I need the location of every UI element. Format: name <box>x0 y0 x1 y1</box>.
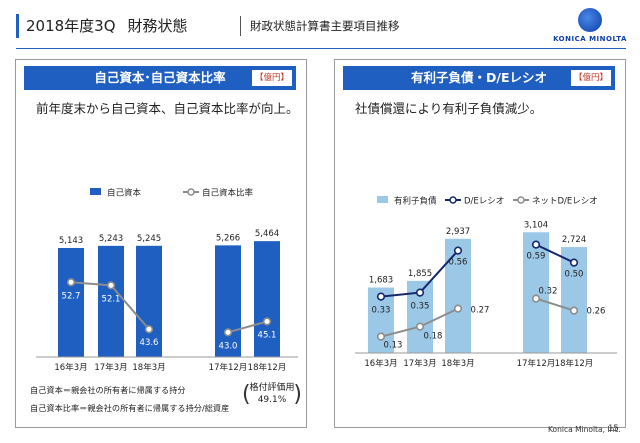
series-line <box>535 243 575 264</box>
legend-swatch-marker <box>517 196 525 204</box>
company-logo: KONICA MINOLTA <box>548 8 632 50</box>
point-value-label: 0.18 <box>424 332 443 342</box>
point-value-label: 0.59 <box>527 252 546 262</box>
series-point <box>453 246 463 255</box>
series-point <box>531 240 541 249</box>
legend-swatch-bar <box>90 188 101 195</box>
series-point <box>66 278 76 287</box>
legend-label: D/Eレシオ <box>464 197 504 207</box>
bar-value-label: 5,243 <box>99 234 123 244</box>
point-value-label: 0.56 <box>449 258 468 268</box>
logo-globe-icon <box>578 8 602 32</box>
bar-value-label: 3,104 <box>524 220 548 230</box>
point-value-label: 52.1 <box>102 294 121 304</box>
bar-3 <box>523 232 549 353</box>
bar-value-label: 1,855 <box>408 269 432 279</box>
bar-1 <box>98 245 124 357</box>
logo-text: KONICA MINOLTA <box>553 35 627 43</box>
header-rule <box>16 48 626 49</box>
point-value-label: 43.0 <box>219 341 238 351</box>
panel-title-bar: 有利子負債・D/Eレシオ 【億円】 <box>343 66 615 90</box>
legend-label: ネットD/Eレシオ <box>532 197 598 207</box>
legend-swatch-bar <box>377 196 388 203</box>
series-point <box>569 258 579 267</box>
x-tick-label: 18年12月 <box>248 362 287 373</box>
x-tick-label: 18年3月 <box>132 362 165 373</box>
page-title: 2018年度3Q 財務状態 <box>26 17 188 35</box>
legend-label: 自己資本 <box>107 188 142 199</box>
series-point <box>415 322 425 331</box>
footer-company: Konica Minolta, Inc. <box>548 425 621 434</box>
legend-label: 自己資本比率 <box>202 188 254 199</box>
series-point <box>531 294 541 303</box>
series-point <box>262 317 272 326</box>
x-tick-label: 16年3月 <box>364 358 397 369</box>
bar-value-label: 5,266 <box>216 233 240 243</box>
x-tick-label: 17年12月 <box>517 358 556 369</box>
series-point <box>223 328 233 337</box>
legend-swatch-marker <box>449 196 457 204</box>
series-point <box>144 325 154 334</box>
equity-chart: 自己資本 自己資本比率 5,143 16年3月 5,243 17年3月 5,245 18年3月… <box>36 188 298 373</box>
point-value-label: 0.33 <box>372 306 391 316</box>
point-value-label: 0.35 <box>411 302 430 312</box>
x-tick-label: 18年3月 <box>441 358 474 369</box>
rating-value: 49.1% <box>257 395 287 405</box>
header-separator <box>240 16 241 36</box>
legend-label: 有利子負債 <box>394 196 437 207</box>
point-value-label: 0.32 <box>539 287 558 297</box>
bar-4 <box>254 241 280 357</box>
page-number: 15 <box>608 424 619 434</box>
bar-value-label: 2,937 <box>446 227 470 237</box>
rating-box: ( 格付評価用 49.1% ) <box>242 382 302 406</box>
x-tick-label: 16年3月 <box>54 362 87 373</box>
unit-label: 【億円】 <box>570 70 611 86</box>
series-point <box>376 332 386 341</box>
debt-panel: 有利子負債・D/Eレシオ 【億円】 社債償還により有利子負債減少。 有利子負債 D… <box>334 59 626 428</box>
note-ratio-definition: 自己資本比率＝親会社の所有者に帰属する持分/総資産 <box>30 403 230 413</box>
series-point <box>569 306 579 315</box>
bar-2 <box>136 245 162 357</box>
x-tick-label: 17年3月 <box>94 362 127 373</box>
bar-3 <box>215 245 241 357</box>
series-line <box>535 297 575 312</box>
bracket-left: ( <box>242 382 251 407</box>
debt-chart: 有利子負債 D/Eレシオ ネットD/Eレシオ 1,683 16年3月 1,855 17年3月… <box>355 196 617 369</box>
series-line <box>227 320 268 334</box>
series-point <box>376 292 386 301</box>
bar-value-label: 1,683 <box>369 276 393 286</box>
bar-value-label: 5,143 <box>59 236 83 246</box>
bar-value-label: 5,464 <box>255 229 279 239</box>
bar-value-label: 2,724 <box>562 235 586 245</box>
bracket-right: ) <box>293 382 302 407</box>
bar-0 <box>58 247 84 357</box>
x-tick-label: 18年12月 <box>555 358 594 369</box>
panel-title: 有利子負債・D/Eレシオ <box>411 70 547 85</box>
series-point <box>106 281 116 290</box>
point-value-label: 0.26 <box>587 307 606 317</box>
panel-title: 自己資本･自己資本比率 <box>94 70 226 85</box>
bar-value-label: 5,245 <box>137 234 161 244</box>
series-point <box>453 304 463 313</box>
page-subtitle: 財政状態計算書主要項目推移 <box>250 19 400 33</box>
rating-label: 格付評価用 <box>249 383 295 393</box>
x-tick-label: 17年12月 <box>209 362 248 373</box>
panel-title-bar: 自己資本･自己資本比率 【億円】 <box>24 66 296 90</box>
unit-label: 【億円】 <box>251 70 292 86</box>
point-value-label: 43.6 <box>140 338 159 348</box>
series-point <box>415 288 425 297</box>
point-value-label: 0.50 <box>565 270 584 280</box>
note-equity-definition: 自己資本＝親会社の所有者に帰属する持分 <box>30 385 186 395</box>
legend-swatch-marker <box>187 188 195 196</box>
point-value-label: 0.27 <box>471 306 490 316</box>
panel-description: 前年度末から自己資本、自己資本比率が向上。 <box>36 101 299 116</box>
point-value-label: 52.7 <box>62 291 81 301</box>
panel-description: 社債償還により有利子負債減少。 <box>355 101 543 116</box>
header-accent-bar <box>16 14 19 38</box>
point-value-label: 45.1 <box>258 330 277 340</box>
bar-2 <box>445 238 471 353</box>
point-value-label: 0.13 <box>384 341 403 351</box>
equity-panel: 自己資本･自己資本比率 【億円】 前年度末から自己資本、自己資本比率が向上。 自… <box>15 59 307 428</box>
x-tick-label: 17年3月 <box>403 358 436 369</box>
